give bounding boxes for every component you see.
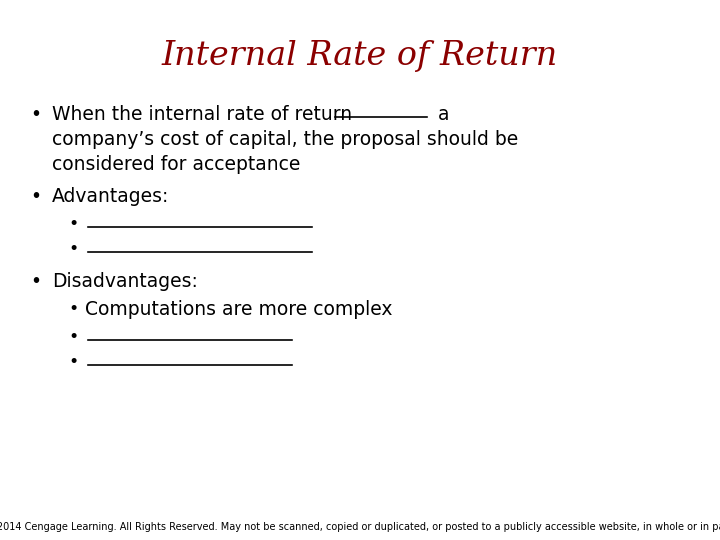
Text: •: • — [68, 300, 78, 318]
Text: company’s cost of capital, the proposal should be: company’s cost of capital, the proposal … — [52, 130, 518, 149]
Text: Disadvantages:: Disadvantages: — [52, 272, 198, 291]
Text: •: • — [68, 215, 78, 233]
Text: Advantages:: Advantages: — [52, 187, 169, 206]
Text: •: • — [30, 105, 41, 124]
Text: •: • — [30, 272, 41, 291]
Text: •: • — [68, 328, 78, 346]
Text: a: a — [438, 105, 449, 124]
Text: When the internal rate of return: When the internal rate of return — [52, 105, 352, 124]
Text: •: • — [68, 353, 78, 371]
Text: •: • — [68, 240, 78, 258]
Text: Internal Rate of Return: Internal Rate of Return — [162, 40, 558, 72]
Text: •: • — [30, 187, 41, 206]
Text: Computations are more complex: Computations are more complex — [85, 300, 392, 319]
Text: © 2014 Cengage Learning. All Rights Reserved. May not be scanned, copied or dupl: © 2014 Cengage Learning. All Rights Rese… — [0, 522, 720, 532]
Text: considered for acceptance: considered for acceptance — [52, 155, 300, 174]
